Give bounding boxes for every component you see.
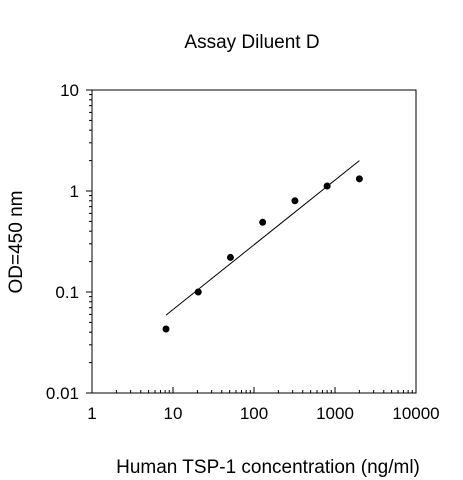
x-tick-labels: 1 10 100 1000 10000 [87,404,439,423]
data-point [291,197,299,205]
y-tick-labels: 0.01 0.1 1 10 [46,81,79,403]
data-point [323,182,331,190]
x-tick-label: 1 [87,404,96,423]
x-tick-label: 1000 [316,404,354,423]
y-tick-label: 10 [60,81,79,100]
y-tick-label: 1 [70,182,79,201]
x-tick-label: 10 [164,404,183,423]
y-axis [86,89,92,394]
data-point [226,253,234,261]
x-axis-label: Human TSP-1 concentration (ng/ml) [116,457,420,478]
data-points [162,175,363,333]
data-point [355,175,363,183]
y-tick-label: 0.01 [46,384,79,403]
data-point [162,325,170,333]
chart-title: Assay Diluent D [184,32,319,53]
data-point [259,218,267,226]
plot-area [91,89,417,394]
y-tick-label: 0.1 [55,283,79,302]
x-tick-label: 10000 [392,404,439,423]
data-point [194,288,202,296]
x-tick-label: 100 [240,404,268,423]
y-axis-label: OD=450 nm [6,191,27,294]
x-axis [91,387,417,393]
